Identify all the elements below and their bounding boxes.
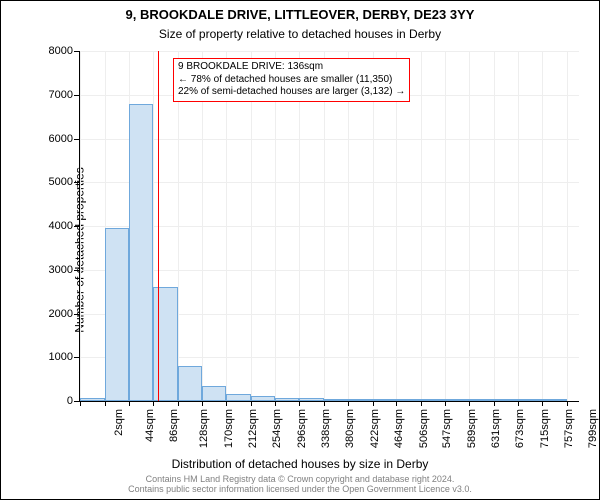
x-tick-label: 547sqm bbox=[441, 409, 453, 448]
gridline-v bbox=[542, 51, 543, 401]
x-tick-label: 673sqm bbox=[515, 409, 527, 448]
histogram-bar bbox=[202, 386, 226, 401]
gridline-v bbox=[396, 51, 397, 401]
x-tick-label: 254sqm bbox=[271, 409, 283, 448]
y-tick-label: 4000 bbox=[49, 220, 73, 232]
chart-subtitle: Size of property relative to detached ho… bbox=[1, 27, 599, 41]
gridline-v bbox=[567, 51, 568, 401]
y-tick-label: 7000 bbox=[49, 89, 73, 101]
gridline-v bbox=[299, 51, 300, 401]
gridline-v bbox=[324, 51, 325, 401]
x-tick-label: 464sqm bbox=[393, 409, 405, 448]
x-tick-label: 128sqm bbox=[198, 409, 210, 448]
gridline-v bbox=[80, 51, 81, 401]
annotation-line: ← 78% of detached houses are smaller (11… bbox=[178, 74, 405, 87]
y-tick-label: 8000 bbox=[49, 45, 73, 57]
gridline-v bbox=[348, 51, 349, 401]
gridline-v bbox=[518, 51, 519, 401]
gridline-v bbox=[202, 51, 203, 401]
gridline-v bbox=[494, 51, 495, 401]
footer-attribution: Contains HM Land Registry data © Crown c… bbox=[1, 475, 599, 495]
y-tick-label: 6000 bbox=[49, 133, 73, 145]
x-tick-label: 44sqm bbox=[144, 409, 156, 442]
x-axis bbox=[79, 401, 579, 402]
histogram-bar bbox=[226, 394, 250, 401]
y-axis bbox=[79, 51, 80, 401]
annotation-box: 9 BROOKDALE DRIVE: 136sqm← 78% of detach… bbox=[173, 58, 410, 102]
y-tick-label: 0 bbox=[67, 395, 73, 407]
chart-title: 9, BROOKDALE DRIVE, LITTLEOVER, DERBY, D… bbox=[1, 7, 599, 22]
x-tick-label: 2sqm bbox=[113, 409, 125, 436]
gridline-v bbox=[445, 51, 446, 401]
x-tick-label: 212sqm bbox=[247, 409, 259, 448]
gridline-v bbox=[373, 51, 374, 401]
histogram-bar bbox=[129, 104, 153, 402]
histogram-bar bbox=[178, 366, 202, 401]
y-tick-label: 5000 bbox=[49, 176, 73, 188]
chart-frame: { "title_line1": "9, BROOKDALE DRIVE, LI… bbox=[0, 0, 600, 500]
annotation-line: 22% of semi-detached houses are larger (… bbox=[178, 86, 405, 99]
y-tick-label: 3000 bbox=[49, 264, 73, 276]
x-tick-label: 338sqm bbox=[320, 409, 332, 448]
gridline-v bbox=[251, 51, 252, 401]
gridline-v bbox=[178, 51, 179, 401]
x-tick-label: 715sqm bbox=[539, 409, 551, 448]
x-tick-label: 296sqm bbox=[296, 409, 308, 448]
histogram-bar bbox=[105, 228, 129, 401]
gridline-v bbox=[469, 51, 470, 401]
histogram-bar bbox=[153, 287, 177, 401]
gridline-v bbox=[275, 51, 276, 401]
x-tick-label: 631sqm bbox=[490, 409, 502, 448]
x-tick-label: 86sqm bbox=[168, 409, 180, 442]
gridline-v bbox=[421, 51, 422, 401]
plot-area: 0100020003000400050006000700080002sqm44s… bbox=[79, 51, 579, 401]
x-axis-label: Distribution of detached houses by size … bbox=[1, 457, 599, 471]
footer-line-1: Contains HM Land Registry data © Crown c… bbox=[146, 474, 455, 484]
x-tick-label: 589sqm bbox=[466, 409, 478, 448]
x-tick-label: 380sqm bbox=[345, 409, 357, 448]
y-tick-label: 2000 bbox=[49, 308, 73, 320]
x-tick-label: 422sqm bbox=[369, 409, 381, 448]
x-tick-label: 799sqm bbox=[588, 409, 600, 448]
y-tick-label: 1000 bbox=[49, 351, 73, 363]
annotation-line: 9 BROOKDALE DRIVE: 136sqm bbox=[178, 61, 405, 74]
footer-line-2: Contains public sector information licen… bbox=[128, 484, 472, 494]
x-tick-label: 170sqm bbox=[223, 409, 235, 448]
x-tick-label: 506sqm bbox=[418, 409, 430, 448]
gridline-v bbox=[226, 51, 227, 401]
reference-line bbox=[158, 51, 159, 401]
x-tick-label: 757sqm bbox=[563, 409, 575, 448]
